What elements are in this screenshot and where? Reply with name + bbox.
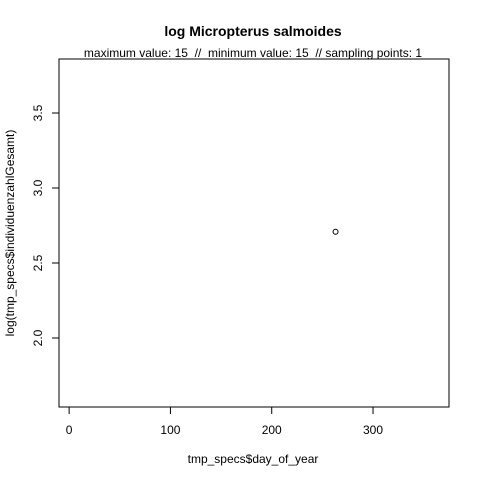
y-axis-label: log(tmp_specs$individuenzahlGesamt) [3,130,17,337]
y-tick-label: 3.5 [31,104,45,121]
y-tick-label: 2.5 [31,254,45,271]
plot-frame [59,59,449,407]
x-tick-label: 100 [160,423,180,437]
y-tick-label: 3.0 [31,179,45,196]
data-point [333,229,338,234]
x-axis: 0 100 200 300 [66,407,384,437]
x-axis-label: tmp_specs$day_of_year [188,452,319,466]
x-tick-label: 300 [363,423,383,437]
chart-subtitle: maximum value: 15 // minimum value: 15 /… [84,46,422,60]
x-tick-label: 200 [262,423,282,437]
y-axis: 2.0 2.5 3.0 3.5 [31,104,59,346]
chart-title: log Micropterus salmoides [164,23,342,39]
data-points [333,229,338,234]
y-tick-label: 2.0 [31,329,45,346]
x-tick-label: 0 [66,423,73,437]
